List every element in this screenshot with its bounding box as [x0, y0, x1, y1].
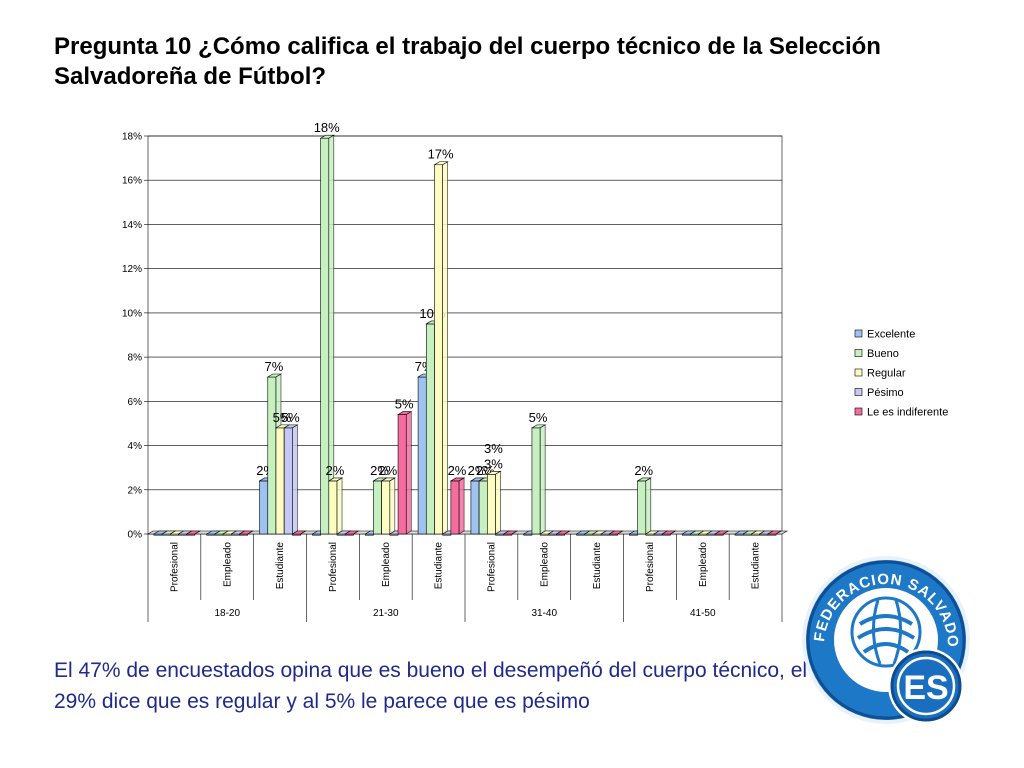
- bar-side: [194, 530, 201, 535]
- y-tick-label: 18%: [122, 132, 142, 143]
- bar-side: [405, 411, 412, 535]
- legend-swatch: [854, 349, 863, 357]
- legend-swatch: [854, 329, 863, 338]
- y-tick-label: 0%: [128, 530, 143, 541]
- data-label: 2%: [378, 463, 397, 478]
- title-question-number: Pregunta 10: [54, 33, 192, 60]
- bar: [637, 480, 647, 535]
- bar: [259, 480, 269, 535]
- legend-label: Excelente: [867, 329, 915, 341]
- bar-side: [336, 477, 343, 535]
- bar: [487, 473, 496, 535]
- category-label: Profesional: [486, 542, 497, 592]
- y-tick-label: 4%: [128, 441, 143, 452]
- bar-side: [353, 530, 359, 535]
- y-tick-label: 12%: [122, 264, 142, 275]
- bar: [478, 480, 488, 535]
- data-label: 5%: [395, 397, 414, 412]
- category-label: Profesional: [169, 542, 180, 592]
- category-label: Empleado: [222, 542, 233, 587]
- y-tick-label: 14%: [122, 220, 142, 231]
- data-label: 7%: [264, 359, 283, 374]
- bar: [381, 480, 391, 535]
- data-label: 5%: [273, 410, 292, 425]
- legend-label: Le es indiferente: [867, 407, 948, 419]
- legend-swatch: [854, 407, 863, 416]
- category-label: Estudiante: [751, 542, 762, 590]
- bar: [470, 480, 480, 535]
- slide-title: Pregunta 10 ¿Cómo califica el trabajo de…: [54, 32, 994, 92]
- caption-text: El 47% de encuestados opina que es bueno…: [54, 659, 808, 713]
- legend-swatch: [854, 388, 863, 396]
- category-label: Estudiante: [434, 542, 445, 590]
- data-label: 2%: [468, 463, 487, 478]
- data-label: 5%: [281, 410, 300, 425]
- data-label: 2%: [370, 463, 389, 478]
- data-label: 3%: [484, 456, 503, 471]
- bar: [417, 376, 427, 535]
- legend-label: Bueno: [867, 348, 899, 360]
- bar-side: [564, 530, 570, 535]
- bar: [275, 427, 285, 535]
- bar: [531, 427, 541, 535]
- bar-side: [495, 470, 501, 535]
- data-label: 17%: [428, 147, 454, 162]
- bar: [373, 480, 382, 535]
- bar-side: [292, 424, 298, 535]
- legend-swatch: [854, 368, 863, 377]
- bar-side: [723, 530, 729, 535]
- bar: [267, 376, 277, 535]
- soccer-ball-icon: [850, 596, 922, 668]
- bar: [328, 480, 338, 535]
- data-label: 3%: [484, 441, 503, 456]
- fesfut-logo: FEDERACION SALVADOREÑA DE FUTBOL ES: [792, 514, 976, 763]
- category-label: Estudiante: [592, 542, 603, 590]
- y-tick-label: 10%: [122, 308, 142, 319]
- bar-side: [458, 477, 465, 535]
- bar: [434, 164, 443, 535]
- title-question-text: ¿Cómo califica el trabajo del cuerpo téc…: [54, 33, 881, 90]
- bar-side: [389, 477, 396, 535]
- bar-side: [247, 530, 253, 535]
- bar-side: [775, 530, 782, 535]
- category-label: Empleado: [539, 542, 550, 587]
- bar-side: [617, 530, 623, 535]
- bar-side: [539, 424, 546, 535]
- group-label: 18-20: [214, 608, 240, 619]
- bar-side: [300, 530, 306, 535]
- bar: [425, 323, 435, 535]
- y-tick-label: 2%: [128, 485, 143, 496]
- group-label: 41-50: [690, 608, 716, 619]
- y-tick-label: 6%: [128, 397, 143, 408]
- group-label: 31-40: [531, 608, 557, 619]
- data-label: 5%: [529, 410, 548, 425]
- data-label: 2%: [326, 463, 345, 478]
- bar: [450, 480, 460, 535]
- bar-side: [511, 530, 518, 535]
- y-tick-label: 16%: [122, 176, 142, 187]
- group-label: 21-30: [373, 608, 399, 619]
- data-label: 2%: [634, 463, 653, 478]
- y-tick-label: 8%: [128, 353, 143, 364]
- category-label: Empleado: [381, 542, 392, 587]
- bar: [283, 427, 293, 535]
- logo-emblem: FEDERACION SALVADOREÑA DE FUTBOL ES: [792, 514, 970, 724]
- category-label: Profesional: [328, 542, 339, 592]
- bar-side: [442, 161, 448, 535]
- data-label: 2%: [448, 463, 467, 478]
- legend-label: Pésimo: [867, 387, 904, 399]
- category-label: Empleado: [698, 542, 709, 587]
- bar: [397, 414, 407, 535]
- category-label: Estudiante: [275, 542, 286, 590]
- legend-label: Regular: [867, 368, 906, 380]
- bar-side: [645, 477, 652, 535]
- es-badge: ES: [888, 648, 964, 724]
- bar-side: [670, 530, 676, 535]
- category-label: Profesional: [645, 542, 656, 592]
- data-label: 18%: [314, 120, 340, 135]
- es-initials: ES: [903, 669, 948, 707]
